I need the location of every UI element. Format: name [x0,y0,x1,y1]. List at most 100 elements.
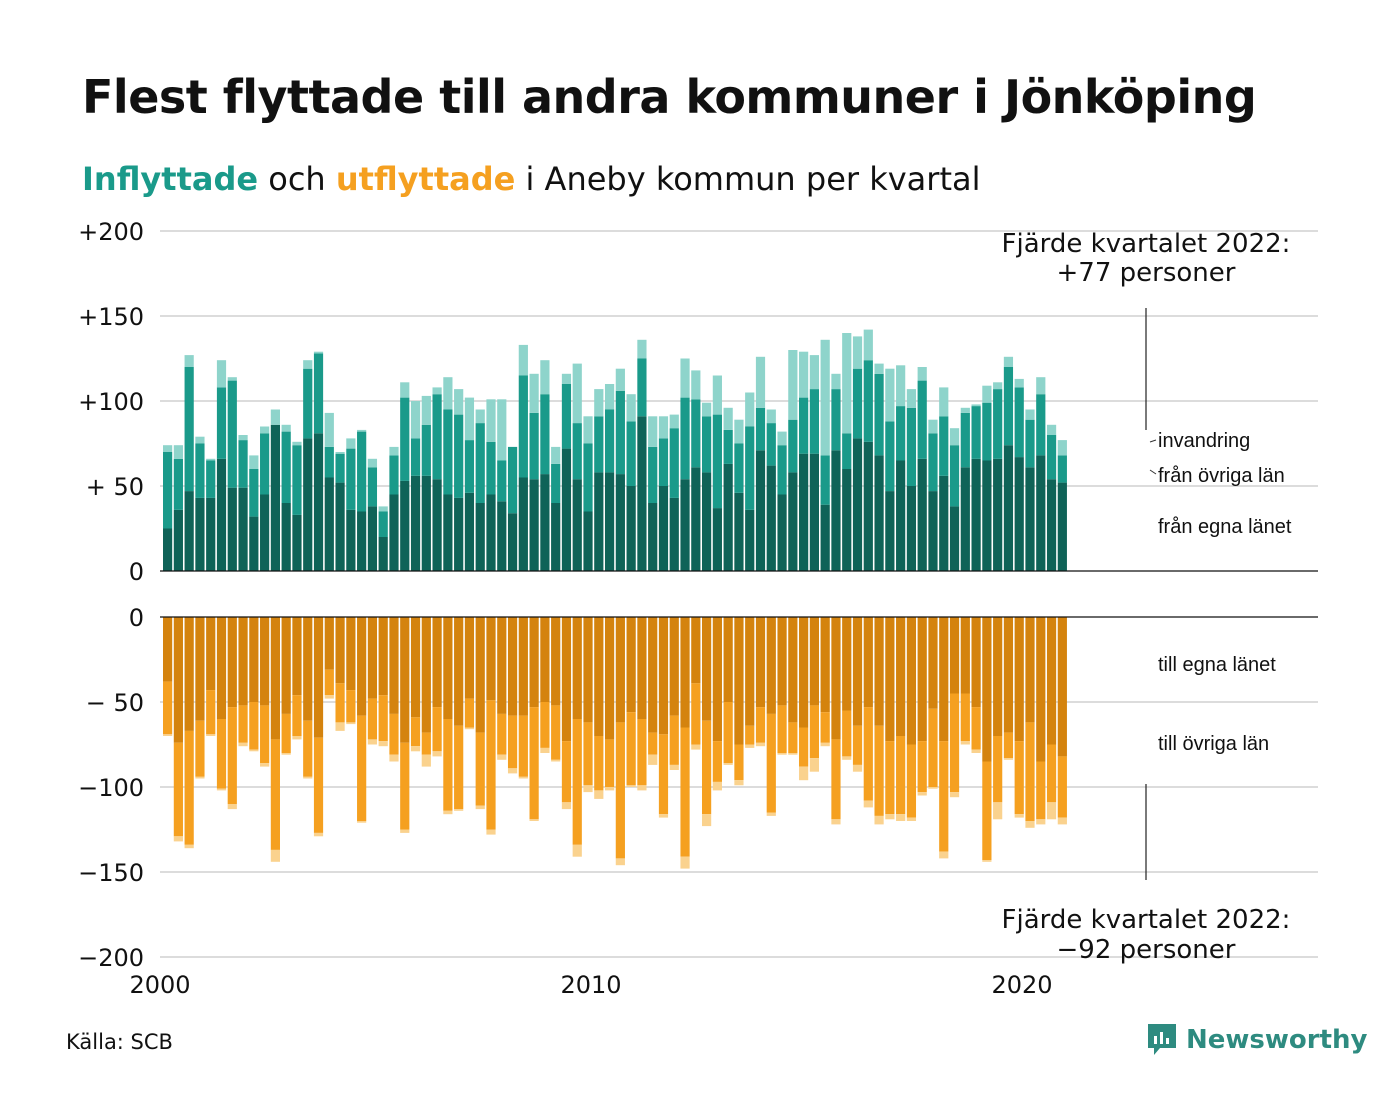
outflow-bar-own [486,617,496,701]
subtitle-inflyttade: Inflyttade [82,160,259,198]
outflow-bar-other [335,683,345,723]
inflow-bar-own [1014,457,1024,571]
outflow-bar-other [594,736,604,791]
outflow-bar-own [238,617,248,706]
inflow-bar-other [626,421,636,486]
inflow-bar-own [270,424,280,571]
outflow-bar-emigration [324,695,334,699]
outflow-bar-own [680,617,690,728]
outflow-bar-emigration [691,744,701,750]
outflow-bar-other [949,693,960,793]
bottom-y-tick-label: −150 [78,859,144,887]
outflow-bar-emigration [1057,817,1067,825]
inflow-bar-own [949,506,960,571]
inflow-bar-own [658,486,669,571]
inflow-bar-immigration [1003,356,1014,367]
subtitle-och: och [258,160,336,198]
inflow-bar-immigration [669,414,679,429]
inflow-bar-immigration [755,356,766,408]
outflow-bar-other [497,713,507,755]
outflow-bar-own [604,617,615,740]
inflow-bar-other [260,433,270,495]
outflow-bar-emigration [529,819,539,821]
inflow-bar-other [755,407,766,451]
inflow-bar-immigration [993,382,1003,390]
inflow-bar-other [475,423,485,503]
inflow-bar-other [497,460,507,502]
outflow-bar-own [281,617,291,714]
outflow-bar-other [637,719,647,786]
inflow-bar-own [820,504,830,571]
x-tick-label: 2010 [560,971,621,999]
inflow-bar-other [669,428,679,498]
inflow-bar-other [443,409,453,495]
inflow-bar-own [303,438,313,571]
outflow-bar-own [723,617,733,702]
inflow-bar-other [777,445,787,495]
inflow-bar-own [195,497,205,571]
outflow-bar-emigration [227,804,237,810]
inflow-bar-own [357,511,367,571]
outflow-bar-emigration [648,754,658,765]
outflow-bar-own [982,617,992,762]
inflow-bar-immigration [799,351,809,398]
inflow-bar-other [885,421,895,492]
outflow-bar-own [184,617,194,731]
inflow-bar-other [745,426,755,510]
inflow-bar-own [906,486,917,571]
inflow-bar-immigration [939,387,949,417]
inflow-bar-immigration [831,373,841,390]
outflow-bar-own [594,617,604,736]
inflow-bar-immigration [324,412,334,447]
outflow-bar-emigration [971,749,981,753]
label-till-egna-lanet: till egna länet [1158,654,1276,676]
outflow-bar-other [281,713,291,753]
outflow-bar-other [518,715,528,777]
inflow-bar-own [389,494,399,571]
outflow-bar-other [939,741,949,852]
outflow-bar-emigration [1046,802,1057,820]
outflow-bar-own [852,617,863,726]
outflow-bar-emigration [216,788,227,791]
newsworthy-logo-icon [1148,1024,1176,1055]
inflow-bar-other [863,360,873,442]
outflow-bar-emigration [712,781,722,791]
outflow-bar-emigration [788,753,798,755]
outflow-bar-own [410,617,421,718]
outflow-bar-emigration [594,790,604,799]
inflow-bar-immigration [227,377,237,381]
inflow-bar-own [809,453,819,571]
outflow-bar-emigration [486,829,496,835]
label-fran-ovriga-lan: från övriga län [1158,465,1285,487]
outflow-bar-other [324,669,334,696]
outflow-bar-emigration [766,812,776,816]
inflow-bar-other [432,394,442,480]
outflow-bar-own [917,617,927,742]
inflow-bar-other [960,412,970,468]
inflow-bar-immigration [874,363,884,374]
outflow-bar-own [227,617,237,708]
outflow-bar-own [1046,617,1057,745]
outflow-bar-other [809,705,819,759]
inflow-bar-own [454,497,464,571]
outflow-bar-emigration [820,742,830,747]
inflow-bar-other [993,389,1003,459]
outflow-bar-other [971,707,981,750]
outflow-bar-other [1025,722,1035,821]
inflow-bar-other [529,412,539,480]
inflow-bar-own [604,472,615,571]
outflow-bar-emigration [572,844,582,857]
outflow-bar-other [648,732,658,755]
outflow-bar-emigration [949,792,960,798]
outflow-bar-own [637,617,647,719]
inflow-bar-other [357,431,367,512]
inflow-bar-own [518,477,528,571]
outflow-bar-emigration [1036,819,1046,825]
inflow-bar-immigration [475,409,485,424]
inflow-bar-immigration [260,426,270,434]
outflow-bar-own [809,617,819,706]
outflow-bar-own [993,617,1003,736]
outflow-bar-emigration [454,809,464,811]
outflow-bar-other [788,722,798,753]
